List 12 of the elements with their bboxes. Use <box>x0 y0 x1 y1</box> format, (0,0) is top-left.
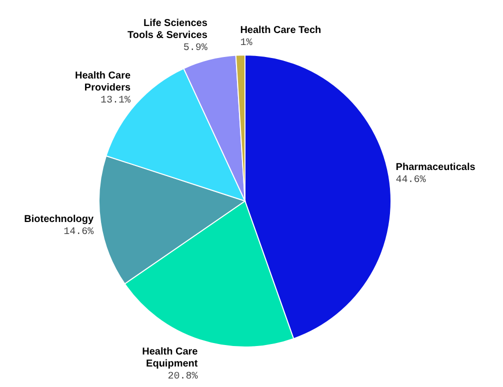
slice-label: Biotechnology <box>24 214 94 225</box>
data-label: 44.6% <box>396 175 426 186</box>
data-label: 1% <box>240 38 252 50</box>
data-label: 20.8% <box>168 372 198 383</box>
data-label: 14.6% <box>64 226 94 238</box>
data-label: 13.1% <box>100 96 131 107</box>
slice-label: Life Sciences Tools & Services <box>128 18 208 42</box>
slice-label: Health Care Equipment <box>142 346 198 370</box>
slice-label: Pharmaceuticals <box>396 162 476 174</box>
data-label: 5.9% <box>183 43 208 54</box>
slice-label: Health Care Tech <box>240 25 322 36</box>
slice-label: Health Care Providers <box>74 70 131 94</box>
